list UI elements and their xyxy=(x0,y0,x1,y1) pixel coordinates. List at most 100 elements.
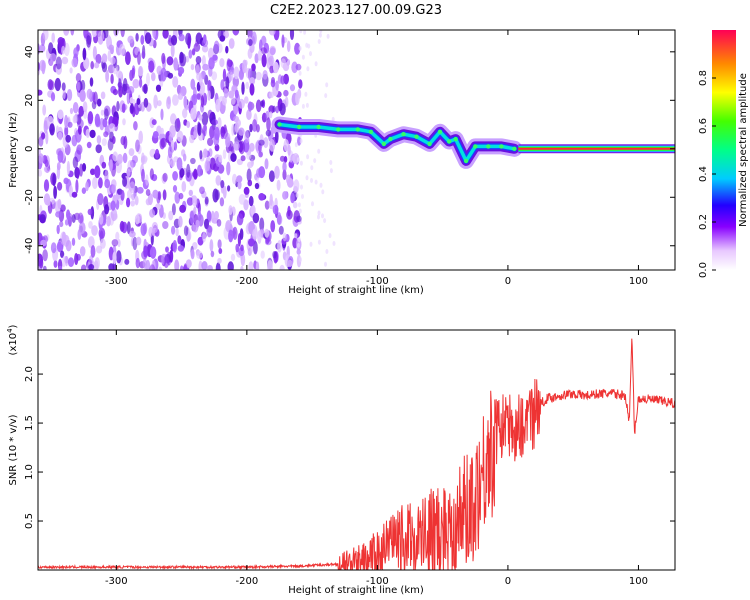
noise-blob xyxy=(282,169,287,181)
noise-blob xyxy=(167,145,173,159)
noise-blob xyxy=(157,191,162,201)
noise-blob xyxy=(149,246,157,259)
noise-blob xyxy=(252,213,260,224)
noise-blob xyxy=(248,39,253,46)
noise-blob xyxy=(276,179,281,191)
noise-blob xyxy=(233,141,240,151)
noise-blob xyxy=(264,158,269,170)
noise-blob xyxy=(188,189,193,197)
noise-blob xyxy=(299,30,303,34)
noise-blob xyxy=(238,127,245,136)
noise-blob xyxy=(178,192,184,200)
noise-blob xyxy=(38,136,44,147)
noise-blob xyxy=(282,232,287,242)
noise-blob xyxy=(38,153,44,164)
noise-blob xyxy=(305,175,309,181)
noise-blob xyxy=(143,83,148,95)
noise-blob xyxy=(45,130,49,145)
noise-blob xyxy=(295,192,299,198)
snr-x-ticks: -300 -200 -100 0 100 xyxy=(105,330,648,587)
noise-blob xyxy=(119,43,126,56)
noise-blob xyxy=(293,179,300,193)
noise-blob xyxy=(296,242,300,248)
noise-blob xyxy=(64,114,69,129)
noise-blob xyxy=(171,203,176,216)
noise-blob xyxy=(100,238,106,249)
noise-blob xyxy=(328,233,332,239)
noise-blob xyxy=(179,51,184,64)
noise-blob xyxy=(294,142,298,148)
noise-blob xyxy=(95,144,102,154)
noise-blob xyxy=(112,89,118,96)
noise-blob xyxy=(207,109,213,120)
noise-blob xyxy=(82,101,88,113)
noise-blob xyxy=(91,30,98,38)
noise-blob xyxy=(238,140,245,155)
noise-blob xyxy=(143,97,149,108)
noise-blob xyxy=(232,226,238,240)
colorbar-ticks: 0.0 0.2 0.4 0.6 0.8 xyxy=(698,70,716,278)
noise-blob xyxy=(260,47,267,55)
noise-blob xyxy=(165,246,169,253)
noise-blob xyxy=(192,195,198,207)
noise-blob xyxy=(235,243,239,253)
noise-blob xyxy=(90,245,96,258)
noise-blob xyxy=(152,189,159,199)
noise-blob xyxy=(112,251,117,265)
ridge-point xyxy=(512,146,517,151)
snr-frame xyxy=(37,329,676,571)
noise-blob xyxy=(177,245,185,252)
noise-blob xyxy=(204,196,209,205)
noise-blob xyxy=(232,30,240,36)
noise-blob xyxy=(129,97,134,104)
noise-blob xyxy=(126,197,131,208)
noise-blob xyxy=(297,202,301,208)
noise-blob xyxy=(250,204,256,216)
noise-blob xyxy=(71,191,78,198)
noise-blob xyxy=(298,70,302,76)
ridge-point xyxy=(427,141,432,147)
noise-blob xyxy=(127,35,134,44)
noise-blob xyxy=(99,213,104,225)
noise-blob xyxy=(116,153,123,165)
noise-blob xyxy=(135,139,140,153)
noise-blob xyxy=(254,53,259,64)
noise-blob xyxy=(38,169,43,177)
noise-blob xyxy=(170,160,175,168)
noise-blob xyxy=(81,187,87,194)
noise-blob xyxy=(93,91,98,105)
ridge-point xyxy=(447,139,452,144)
noise-blob xyxy=(264,200,270,210)
noise-blob xyxy=(224,30,229,38)
y-tick-label: 20 xyxy=(24,94,35,107)
noise-blob xyxy=(89,77,94,87)
ridge-point xyxy=(368,129,374,134)
noise-blob xyxy=(267,260,273,270)
noise-blob xyxy=(101,53,108,64)
noise-blob xyxy=(269,47,276,56)
noise-blob xyxy=(101,62,108,73)
noise-blob xyxy=(166,56,174,66)
noise-blob xyxy=(116,100,120,112)
noise-blob xyxy=(176,157,183,171)
noise-blob xyxy=(225,221,231,230)
noise-blob xyxy=(300,184,303,190)
noise-blob xyxy=(266,117,271,132)
noise-blob xyxy=(86,141,92,149)
noise-blob xyxy=(217,257,222,264)
noise-blob xyxy=(159,80,164,88)
noise-blob xyxy=(197,211,202,222)
x-tick-label: 100 xyxy=(629,576,648,587)
noise-blob xyxy=(153,94,158,109)
noise-blob xyxy=(294,42,301,55)
noise-blob xyxy=(193,125,199,133)
noise-blob xyxy=(97,30,105,41)
noise-blob xyxy=(216,219,222,227)
noise-blob xyxy=(298,208,302,214)
noise-blob xyxy=(179,265,184,270)
noise-blob xyxy=(195,56,202,64)
noise-blob xyxy=(71,57,78,68)
noise-blob xyxy=(172,185,178,193)
figure-title: C2E2.2023.127.00.09.G23 xyxy=(270,3,442,18)
